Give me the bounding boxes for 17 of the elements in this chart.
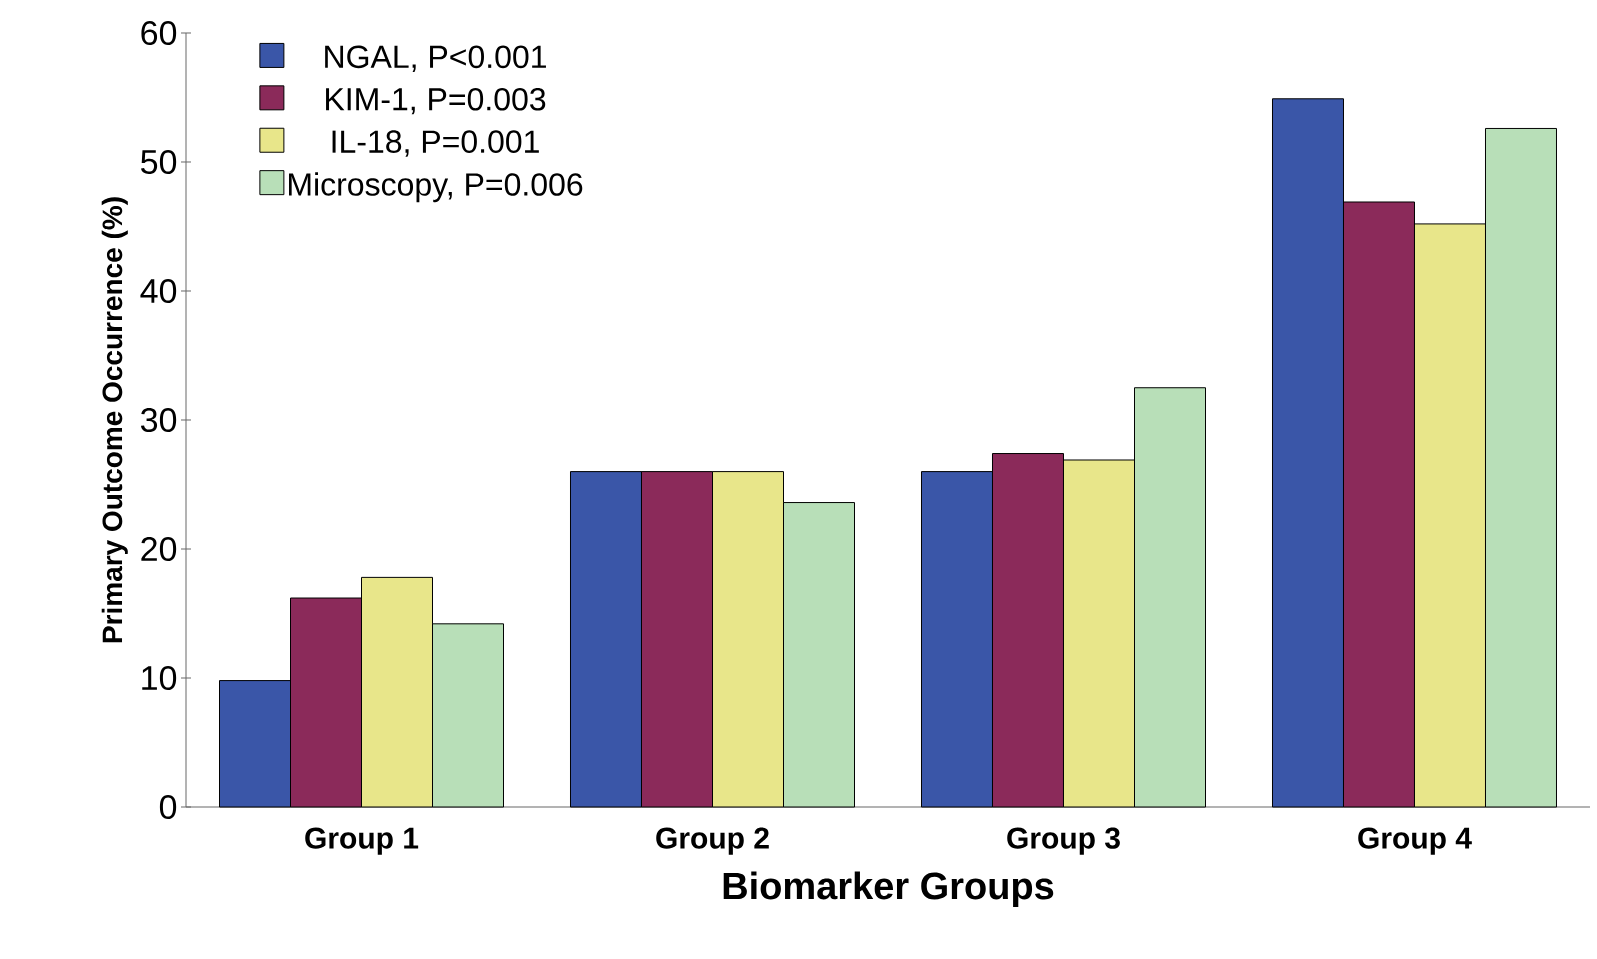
x-tick-label: Group 3 (1007, 827, 1120, 855)
x-tick-label: Group 4 (1358, 827, 1472, 855)
y-tick-label: 0 (159, 794, 177, 820)
legend-label: Microscopy, P=0.006 (289, 172, 583, 203)
x-axis-title: Biomarker Groups (723, 871, 1054, 907)
y-tick-label: 60 (141, 20, 177, 46)
y-axis-title: Primary Outcome Occurrence (%) (101, 197, 128, 643)
legend-label: NGAL, P<0.001 (325, 45, 546, 72)
legend-label: KIM-1, P=0.003 (326, 87, 546, 115)
y-tick-label: 50 (141, 149, 177, 175)
legend-label: IL-18, P=0.001 (332, 130, 539, 157)
y-tick-label: 20 (141, 536, 177, 562)
y-tick-label: 10 (142, 665, 177, 691)
y-tick-label: 30 (140, 407, 177, 433)
x-tick-label: Group 1 (305, 827, 419, 855)
x-tick-label: Group 2 (656, 827, 769, 855)
y-tick-label: 40 (140, 278, 177, 304)
